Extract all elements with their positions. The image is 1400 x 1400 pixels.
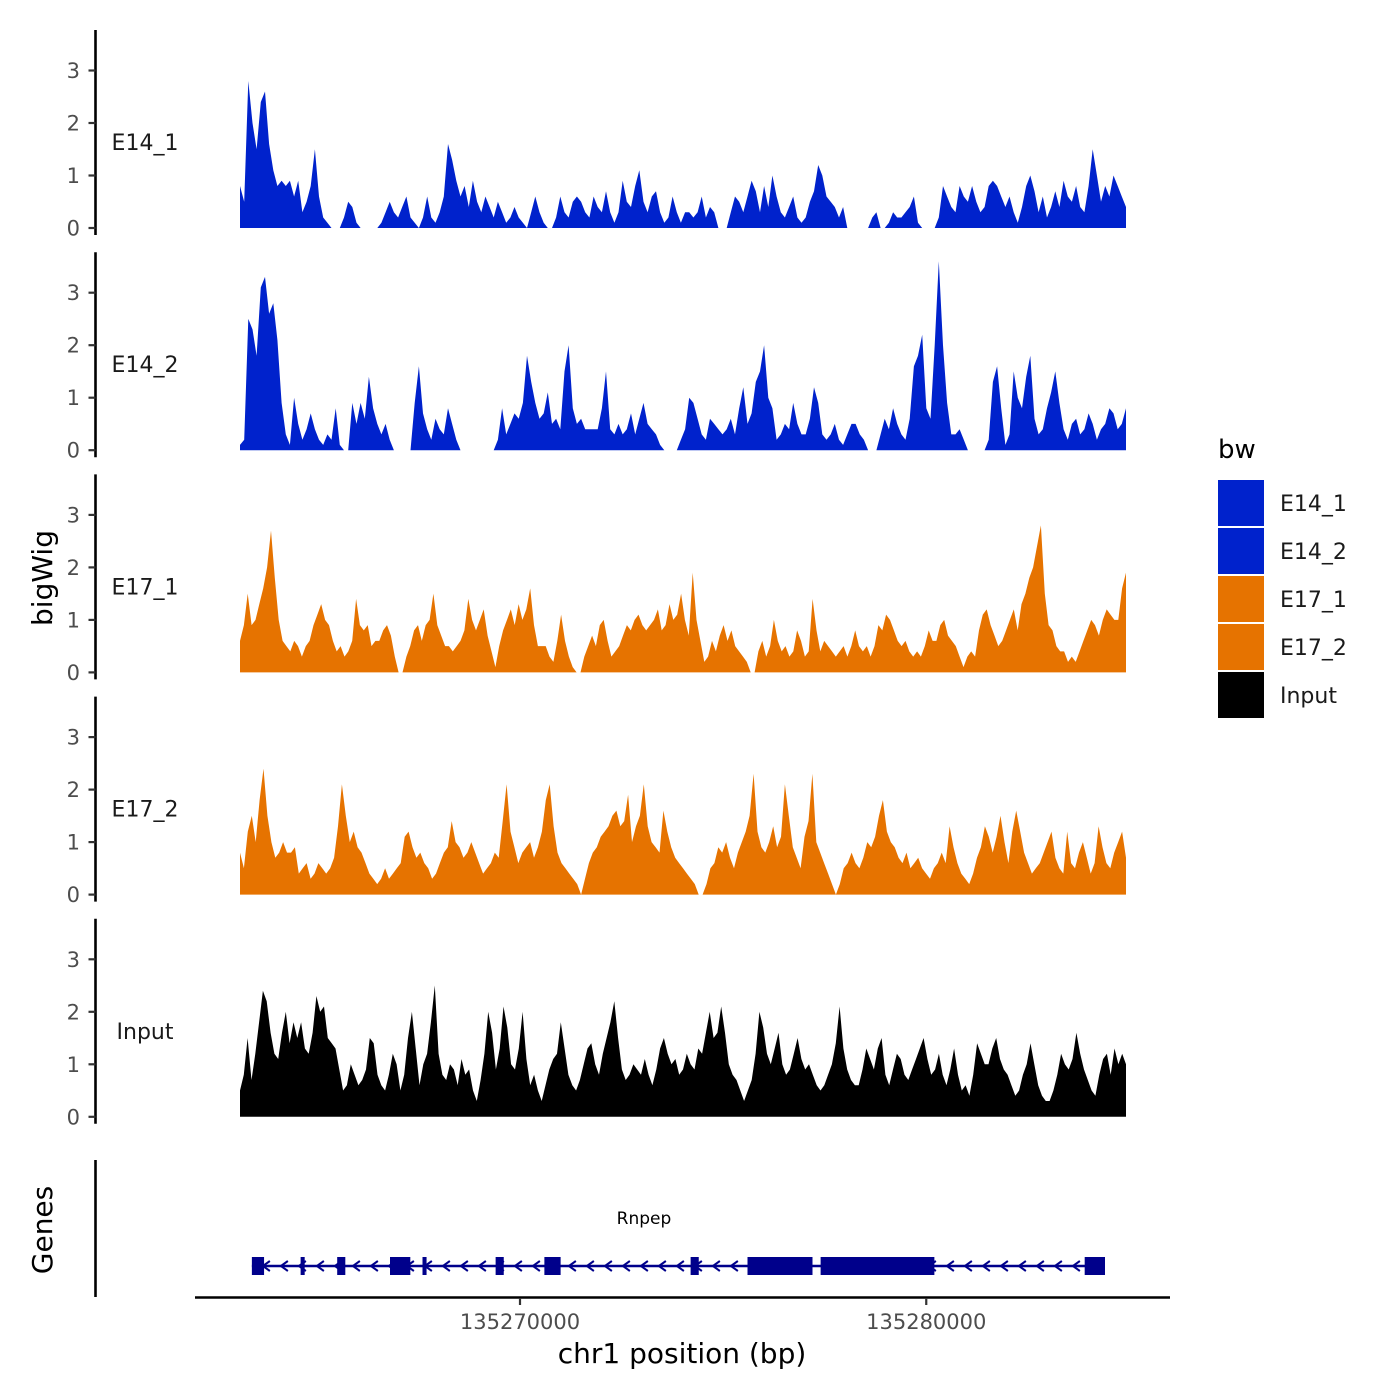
legend: bw E14_1 E14_2 E17_1 E17_2 Input	[1218, 435, 1347, 718]
y-tick-label: 1	[67, 386, 80, 410]
gene-track-title: Genes	[26, 1186, 59, 1274]
strand-arrow	[567, 1260, 577, 1272]
strand-arrow	[999, 1260, 1009, 1272]
strand-arrow	[657, 1260, 667, 1272]
y-tick-label: 1	[67, 608, 80, 632]
track-panel-e14-2: 0 1 2 3 E14_2	[67, 252, 1126, 463]
strand-arrow	[603, 1260, 613, 1272]
y-tick-label: 0	[67, 1105, 80, 1129]
track-panel-e14-1: 0 1 2 3 E14_1	[67, 30, 1126, 241]
strand-arrow	[981, 1260, 991, 1272]
gene-exon	[747, 1257, 813, 1275]
legend-swatch	[1218, 624, 1264, 670]
strand-arrow	[945, 1260, 955, 1272]
gene-name-label: Rnpep	[617, 1209, 672, 1229]
coverage-area-e14-1	[240, 81, 1126, 228]
coverage-area-e17-1	[240, 525, 1126, 673]
y-tick-label: 2	[67, 334, 80, 358]
strand-arrow	[315, 1260, 325, 1272]
strand-arrow	[621, 1260, 631, 1272]
gene-exon	[1084, 1257, 1105, 1275]
gene-exon	[495, 1257, 504, 1275]
y-tick-label: 3	[67, 503, 80, 527]
strand-arrow	[639, 1260, 649, 1272]
coverage-area-e14-2	[240, 261, 1126, 451]
strand-arrow	[1053, 1260, 1063, 1272]
strand-arrow	[1035, 1260, 1045, 1272]
y-tick-label: 0	[67, 883, 80, 907]
legend-label: Input	[1280, 684, 1337, 709]
gene-exon	[251, 1257, 265, 1275]
y-tick-label: 3	[67, 726, 80, 750]
y-tick-label: 2	[67, 112, 80, 136]
y-tick-label: 0	[67, 661, 80, 685]
y-tick-label: 3	[67, 59, 80, 83]
strand-arrow	[1071, 1260, 1081, 1272]
gene-exon	[337, 1257, 346, 1275]
strand-arrow	[963, 1260, 973, 1272]
gene-model-rnpep	[251, 1257, 1105, 1275]
y-tick-label: 0	[67, 217, 80, 241]
strand-arrow	[531, 1260, 541, 1272]
gene-exon	[820, 1257, 910, 1275]
strand-arrow	[279, 1260, 289, 1272]
legend-label: E17_1	[1280, 588, 1347, 613]
strand-arrow	[585, 1260, 595, 1272]
strand-arrow	[513, 1260, 523, 1272]
track-label: E17_2	[112, 798, 179, 823]
track-label: E14_2	[112, 353, 179, 378]
gene-track-panel: Genes Rnpep	[26, 1160, 1105, 1297]
legend-swatch	[1218, 672, 1264, 718]
x-tick-label: 135280000	[866, 1310, 986, 1334]
y-tick-label: 2	[67, 778, 80, 802]
strand-arrow	[441, 1260, 451, 1272]
track-label: Input	[117, 1020, 174, 1045]
strand-arrow	[675, 1260, 685, 1272]
track-panels: 0 1 2 3 E14_1 0 1 2 3 E14_2 0 1 2 3 E17_1 0 1 2 3 E17_2 0 1 2 3…	[67, 30, 1126, 1129]
y-tick-label: 2	[67, 556, 80, 580]
track-panel-e17-1: 0 1 2 3 E17_1	[67, 474, 1126, 685]
gene-exon	[910, 1257, 935, 1275]
x-tick-label: 135270000	[460, 1310, 580, 1334]
gene-exon	[390, 1257, 411, 1275]
y-tick-label: 1	[67, 831, 80, 855]
y-tick-label: 3	[67, 948, 80, 972]
strand-arrow	[369, 1260, 379, 1272]
gene-exon	[690, 1257, 699, 1275]
y-tick-label: 1	[67, 164, 80, 188]
legend-label: E14_1	[1280, 492, 1347, 517]
track-panel-input: 0 1 2 3 Input	[67, 918, 1126, 1129]
y-tick-label: 1	[67, 1053, 80, 1077]
track-panel-e17-2: 0 1 2 3 E17_2	[67, 696, 1126, 907]
x-axis: 135270000 135280000 chr1 position (bp)	[195, 1296, 1170, 1370]
legend-swatch	[1218, 480, 1264, 526]
legend-title: bw	[1218, 435, 1256, 465]
gene-exon	[544, 1257, 561, 1275]
track-label: E17_1	[112, 575, 179, 600]
y-axis-title: bigWig	[26, 530, 59, 626]
gene-exon	[422, 1257, 427, 1275]
strand-arrow	[729, 1260, 739, 1272]
strand-arrow	[351, 1260, 361, 1272]
y-tick-label: 3	[67, 281, 80, 305]
gene-exon	[300, 1257, 305, 1275]
y-tick-label: 2	[67, 1000, 80, 1024]
x-axis-title: chr1 position (bp)	[558, 1337, 807, 1370]
strand-arrow	[477, 1260, 487, 1272]
coverage-area-e17-2	[240, 768, 1126, 895]
legend-label: E17_2	[1280, 636, 1347, 661]
strand-arrow	[459, 1260, 469, 1272]
coverage-area-input	[240, 985, 1126, 1117]
strand-arrow	[1017, 1260, 1027, 1272]
legend-swatch	[1218, 528, 1264, 574]
track-label: E14_1	[112, 131, 179, 156]
y-tick-label: 0	[67, 439, 80, 463]
legend-swatch	[1218, 576, 1264, 622]
legend-label: E14_2	[1280, 540, 1347, 565]
strand-arrow	[711, 1260, 721, 1272]
